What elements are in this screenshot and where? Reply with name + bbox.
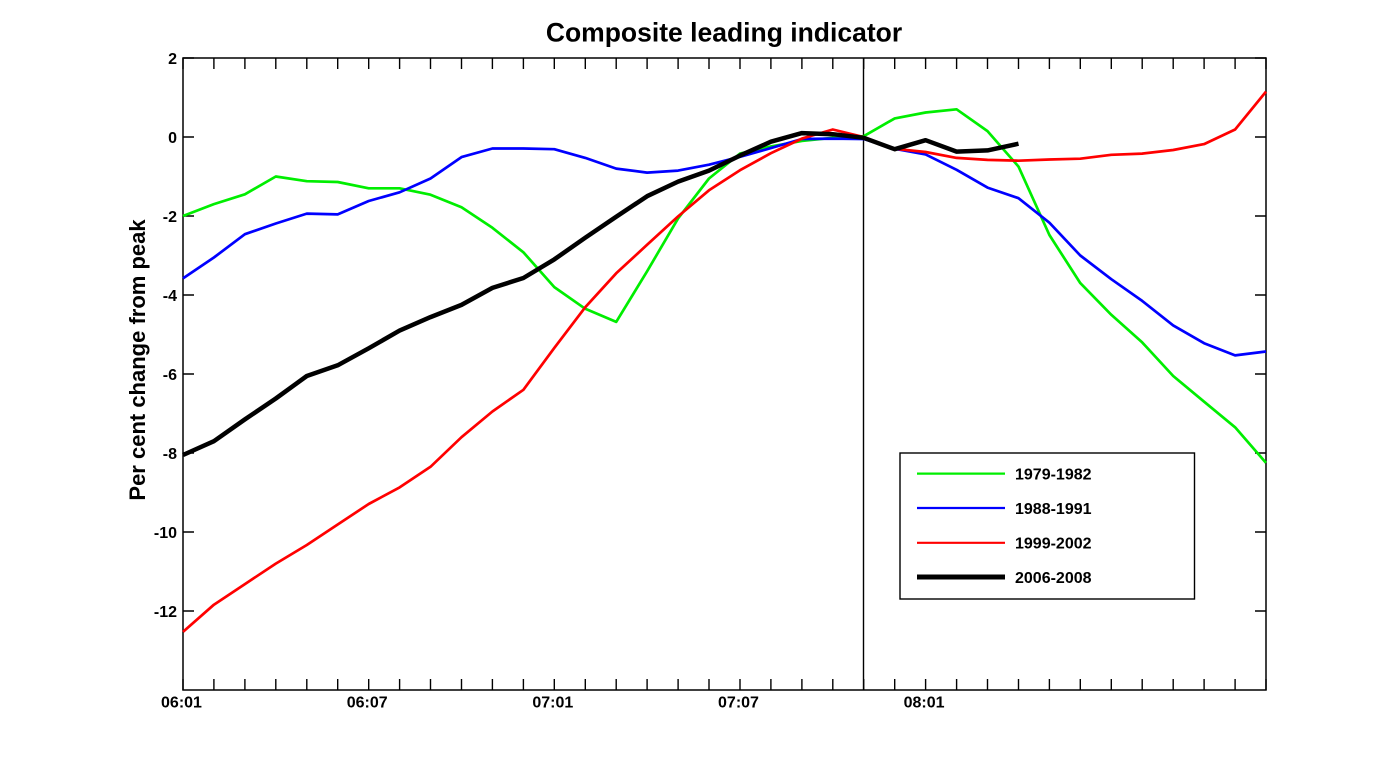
svg-text:06:07: 06:07 <box>347 695 388 712</box>
svg-text:1988-1991: 1988-1991 <box>1015 501 1092 518</box>
svg-text:07:01: 07:01 <box>532 695 573 712</box>
svg-text:Per cent change from peak: Per cent change from peak <box>125 219 150 501</box>
svg-text:-6: -6 <box>163 367 177 384</box>
svg-text:1979-1982: 1979-1982 <box>1015 466 1092 483</box>
svg-text:Composite leading indicator: Composite leading indicator <box>546 18 902 48</box>
svg-text:08:01: 08:01 <box>904 695 945 712</box>
svg-text:2: 2 <box>168 51 177 68</box>
svg-text:1999-2002: 1999-2002 <box>1015 536 1092 553</box>
svg-text:-12: -12 <box>154 604 177 621</box>
svg-text:-10: -10 <box>154 525 177 542</box>
svg-text:06:01: 06:01 <box>161 695 202 712</box>
svg-text:-4: -4 <box>163 288 177 305</box>
svg-text:2006-2008: 2006-2008 <box>1015 570 1092 587</box>
svg-text:0: 0 <box>168 130 177 147</box>
svg-text:-2: -2 <box>163 209 177 226</box>
svg-text:-8: -8 <box>163 446 177 463</box>
svg-text:07:07: 07:07 <box>718 695 759 712</box>
